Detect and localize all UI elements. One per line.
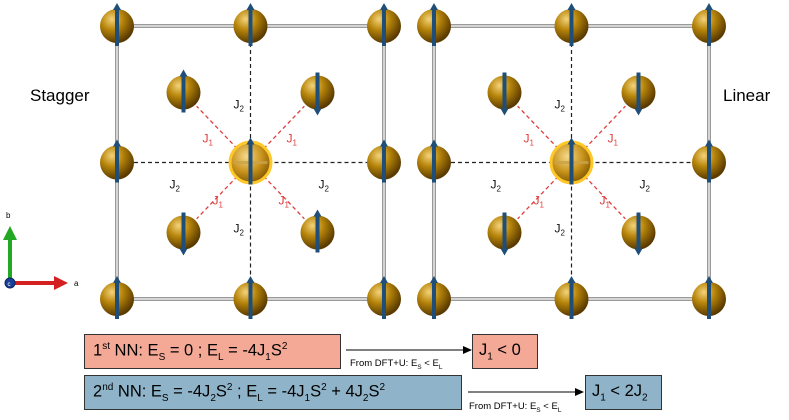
spin-down-arrow: [500, 212, 509, 256]
inner-atom: [621, 212, 656, 256]
center-atom: [228, 137, 273, 185]
j2-label-top: J2: [555, 98, 566, 114]
spin-up-arrow: [113, 3, 121, 46]
corner-atom: [417, 3, 451, 46]
j1-label-top-right: J1: [608, 132, 619, 148]
j2-label-right: J2: [319, 178, 330, 194]
spin-up-arrow: [113, 139, 121, 183]
first-nn-result: J1 < 0: [479, 340, 521, 363]
j2-label-bottom: J2: [234, 222, 245, 238]
inner-atom: [166, 212, 201, 256]
first-nn-result-box: J1 < 0: [472, 334, 538, 369]
j1-label-bottom-right: J1: [600, 194, 611, 210]
edge-atom: [417, 139, 451, 183]
edge-atom: [100, 139, 134, 183]
spin-down-arrow: [500, 72, 509, 116]
j1-label-bottom-left: J1: [534, 194, 545, 210]
spin-up-arrow: [430, 3, 438, 46]
spin-up-arrow: [567, 276, 576, 319]
second-nn-result-box: J1 < 2J2: [585, 375, 662, 410]
inner-atom: [166, 69, 201, 113]
linear-label: Linear: [723, 86, 771, 105]
inner-atom: [300, 72, 335, 116]
second-nn-dft-note: From DFT+U: ES < EL: [469, 401, 562, 414]
j1-label-top-left: J1: [524, 132, 535, 148]
first-nn-equation: 1st NN: ES = 0 ; EL = -4J1S2: [93, 340, 288, 363]
spin-up-arrow: [430, 276, 438, 319]
edge-atom: [233, 3, 268, 46]
spin-up-arrow: [246, 137, 255, 185]
stagger-label: Stagger: [30, 86, 90, 105]
corner-atom: [100, 276, 134, 319]
edge-atom: [692, 139, 726, 183]
j1-bonds: [517, 105, 626, 220]
spin-up-arrow: [380, 139, 388, 183]
axis-indicator: b a c: [3, 211, 79, 290]
a-axis-arrowhead: [54, 276, 68, 290]
inner-atom: [487, 72, 522, 116]
j2-bonds: [134, 43, 367, 282]
j2-label-left: J2: [170, 178, 181, 194]
j1-label-bottom-right: J1: [279, 194, 290, 210]
spin-up-arrow: [313, 209, 322, 253]
spin-up-arrow: [430, 139, 438, 183]
c-axis-label: c: [8, 282, 11, 288]
corner-atom: [100, 3, 134, 46]
spin-up-arrow: [705, 139, 713, 183]
j1-label-top-left: J1: [203, 132, 214, 148]
inner-atom: [300, 209, 335, 253]
j1-bonds: [196, 105, 305, 220]
j2-label-left: J2: [491, 178, 502, 194]
first-nn-equation-box: 1st NN: ES = 0 ; EL = -4J1S2: [84, 334, 341, 369]
spin-up-arrow: [705, 3, 713, 46]
edge-atom: [367, 139, 401, 183]
inner-atom: [621, 72, 656, 116]
j2-label-bottom: J2: [555, 222, 566, 238]
stagger-panel: J2 J2 J2 J2 J1 J1 J1 J1: [100, 3, 401, 319]
inner-atom: [487, 212, 522, 256]
corner-atom: [417, 276, 451, 319]
b-axis-arrowhead: [3, 226, 17, 240]
spin-up-arrow: [567, 3, 576, 46]
second-nn-equation-box: 2nd NN: ES = -4J2S2 ; EL = -4J1S2 + 4J2S…: [84, 375, 462, 410]
first-nn-arrow: [346, 346, 472, 354]
corner-atom: [692, 276, 726, 319]
j1-label-bottom-left: J1: [213, 194, 224, 210]
b-axis-label: b: [6, 211, 11, 220]
spin-up-arrow: [179, 69, 188, 113]
second-nn-result: J1 < 2J2: [592, 381, 648, 404]
center-atom: [549, 137, 594, 185]
j2-label-right: J2: [640, 178, 651, 194]
spin-up-arrow: [113, 276, 121, 319]
j1-label-top-right: J1: [287, 132, 298, 148]
edge-atom: [233, 276, 268, 319]
c-axis-dot: [4, 277, 16, 289]
linear-panel: J2 J2 J2 J2 J1 J1 J1 J1: [417, 3, 726, 319]
corner-atom: [367, 3, 401, 46]
spin-down-arrow: [313, 72, 322, 116]
second-nn-arrow: [468, 388, 584, 396]
spin-down-arrow: [179, 212, 188, 256]
corner-atom: [367, 276, 401, 319]
corner-atom: [692, 3, 726, 46]
edge-atom: [554, 3, 589, 46]
spin-up-arrow: [246, 3, 255, 46]
spin-down-arrow: [634, 212, 643, 256]
spin-up-arrow: [246, 276, 255, 319]
spin-up-arrow: [705, 276, 713, 319]
spin-down-arrow: [634, 72, 643, 116]
first-nn-dft-note: From DFT+U: ES < EL: [350, 358, 443, 371]
second-nn-equation: 2nd NN: ES = -4J2S2 ; EL = -4J1S2 + 4J2S…: [93, 381, 386, 404]
spin-up-arrow: [380, 3, 388, 46]
j2-bonds: [451, 43, 692, 282]
spin-up-arrow: [380, 276, 388, 319]
edge-atom: [554, 276, 589, 319]
spin-up-arrow: [567, 137, 576, 185]
j2-label-top: J2: [234, 98, 245, 114]
a-axis-label: a: [74, 279, 79, 288]
